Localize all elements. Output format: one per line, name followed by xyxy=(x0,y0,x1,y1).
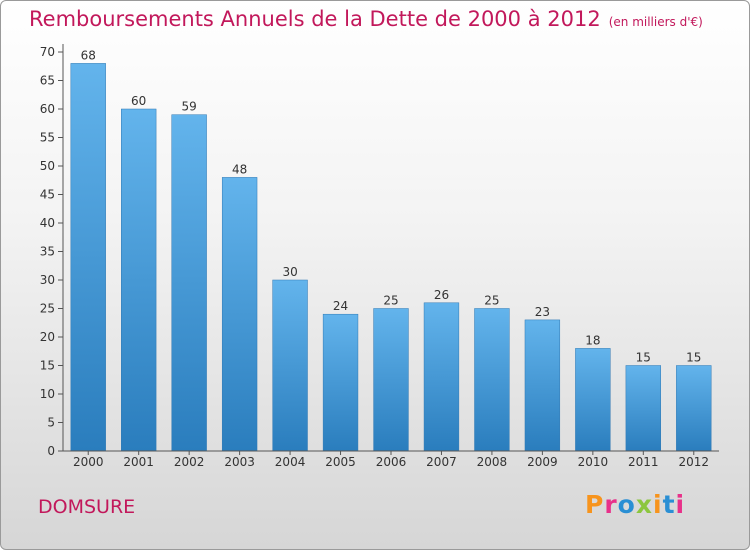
x-tick-label-2004: 2004 xyxy=(275,455,306,469)
chart-title-text: Remboursements Annuels de la Dette de 20… xyxy=(29,7,601,31)
bar-2001 xyxy=(121,108,157,452)
x-tick-label-2000: 2000 xyxy=(73,455,104,469)
bar-2006 xyxy=(373,308,409,452)
y-tick-label-15: 15 xyxy=(40,359,55,373)
bar-2002 xyxy=(171,114,207,452)
y-tick-label-20: 20 xyxy=(40,330,55,344)
x-tick-label-2005: 2005 xyxy=(325,455,356,469)
y-tick-label-35: 35 xyxy=(40,245,55,259)
y-tick-label-25: 25 xyxy=(40,302,55,316)
value-label-2005: 24 xyxy=(333,299,348,313)
bar-2000 xyxy=(70,63,106,452)
x-tick-label-2011: 2011 xyxy=(628,455,659,469)
value-label-2003: 48 xyxy=(232,162,247,176)
value-label-2012: 15 xyxy=(686,351,701,365)
chart-unit: (en milliers d'€) xyxy=(608,15,703,29)
logo-letter: P xyxy=(585,490,605,519)
bar-2007 xyxy=(423,302,460,452)
x-tick-label-2001: 2001 xyxy=(123,455,154,469)
value-label-2009: 23 xyxy=(535,305,550,319)
y-tick-label-65: 65 xyxy=(40,74,55,88)
value-label-2002: 59 xyxy=(182,100,197,114)
bar-2012 xyxy=(676,365,712,452)
y-tick-label-45: 45 xyxy=(40,188,55,202)
bar-2010 xyxy=(575,348,611,452)
logo-letter: o xyxy=(617,490,636,519)
bar-2004 xyxy=(272,279,308,452)
y-tick-label-60: 60 xyxy=(40,102,55,116)
proxiti-logo: Proxiti xyxy=(585,490,685,519)
y-tick-label-0: 0 xyxy=(47,444,55,458)
y-tick-label-40: 40 xyxy=(40,216,55,230)
logo-letter: i xyxy=(653,490,663,519)
value-label-2007: 26 xyxy=(434,288,449,302)
logo-letter: x xyxy=(635,490,653,519)
value-label-2001: 60 xyxy=(131,94,146,108)
logo-letter: r xyxy=(604,490,618,519)
y-tick-label-5: 5 xyxy=(47,416,55,430)
bar-2009 xyxy=(524,319,561,452)
x-tick-label-2008: 2008 xyxy=(477,455,508,469)
bar-2003 xyxy=(221,177,258,452)
chart-title: Remboursements Annuels de la Dette de 20… xyxy=(29,7,703,31)
y-tick-label-10: 10 xyxy=(40,387,55,401)
y-tick-label-70: 70 xyxy=(40,45,55,59)
value-label-2008: 25 xyxy=(484,294,499,308)
bar-2011 xyxy=(625,365,661,452)
x-tick-label-2010: 2010 xyxy=(578,455,609,469)
x-tick-label-2002: 2002 xyxy=(174,455,205,469)
y-tick-label-55: 55 xyxy=(40,131,55,145)
value-label-2010: 18 xyxy=(585,333,600,347)
logo-letter: i xyxy=(675,490,686,519)
y-tick-label-50: 50 xyxy=(40,159,55,173)
value-label-2004: 30 xyxy=(282,265,297,279)
value-label-2006: 25 xyxy=(383,294,398,308)
y-tick-label-30: 30 xyxy=(40,273,55,287)
commune-name: DOMSURE xyxy=(38,496,136,518)
bar-2008 xyxy=(474,308,510,452)
x-tick-label-2012: 2012 xyxy=(678,455,709,469)
value-label-2011: 15 xyxy=(636,351,651,365)
x-tick-label-2006: 2006 xyxy=(376,455,407,469)
x-tick-label-2007: 2007 xyxy=(426,455,457,469)
x-tick-label-2009: 2009 xyxy=(527,455,558,469)
value-label-2000: 68 xyxy=(81,48,96,62)
logo-letter: t xyxy=(662,490,676,519)
x-tick-label-2003: 2003 xyxy=(224,455,255,469)
bar-2005 xyxy=(322,313,359,452)
